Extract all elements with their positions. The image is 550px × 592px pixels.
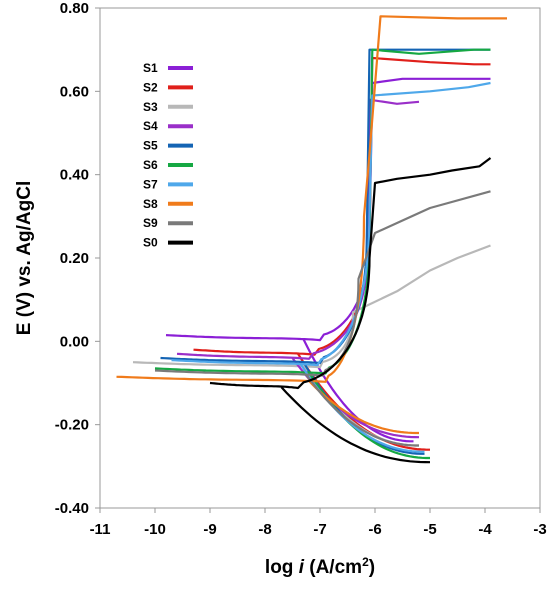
y-tick-label: 0.00 [60, 333, 89, 350]
legend-label-s4: S4 [143, 119, 158, 133]
y-ticks: -0.40 -0.20 0.00 0.20 0.40 0.60 0.80 [55, 0, 100, 517]
legend-label-s7: S7 [143, 177, 158, 191]
x-tick-label: -8 [258, 521, 271, 538]
series-s9-cathodic [305, 374, 419, 447]
series-s6-anodic [154, 48, 491, 375]
x-tick-label: -7 [313, 521, 326, 538]
x-tick-label: -11 [90, 521, 111, 538]
y-tick-label: 0.60 [60, 83, 89, 100]
x-axis-title: log i (A/cm2) [265, 555, 375, 578]
x-tick-label: -6 [368, 521, 381, 538]
y-tick-label: 0.40 [60, 167, 89, 184]
y-tick-label: 0.80 [60, 0, 89, 17]
y-tick-label: -0.40 [55, 500, 89, 517]
series-s0-anodic [209, 157, 492, 390]
legend-label-s1: S1 [143, 61, 158, 75]
legend-label-s6: S6 [143, 158, 158, 172]
legend-label-s9: S9 [143, 216, 158, 230]
series-s3-anodic [132, 244, 491, 369]
legend-label-s2: S2 [143, 80, 158, 94]
x-tick-label: -5 [423, 521, 436, 538]
curves-group [116, 15, 507, 464]
series-s8-cathodic [308, 380, 419, 435]
series-s0-cathodic [280, 386, 431, 464]
x-ticks: -11 -10 -9 -8 -7 -6 -5 -4 -3 [90, 508, 547, 538]
x-tick-label: -9 [203, 521, 216, 538]
legend-label-s0: S0 [143, 236, 158, 250]
legend-label-s8: S8 [143, 197, 158, 211]
x-tick-label: -10 [144, 521, 166, 538]
y-tick-label: 0.20 [60, 250, 89, 267]
series-s9-anodic [154, 190, 491, 377]
legend-label-s5: S5 [143, 139, 158, 153]
legend-label-s3: S3 [143, 100, 158, 114]
series-s7-anodic [171, 81, 491, 367]
x-tick-label: -4 [478, 521, 492, 538]
legend: S1 S2 S3 S4 S5 S6 S7 S8 S9 S0 [143, 61, 193, 250]
y-axis-title: E (V) vs. Ag/AgCl [14, 181, 35, 335]
y-tick-label: -0.20 [55, 417, 89, 434]
x-tick-label: -3 [533, 521, 546, 538]
series-s8-anodic [116, 15, 507, 383]
